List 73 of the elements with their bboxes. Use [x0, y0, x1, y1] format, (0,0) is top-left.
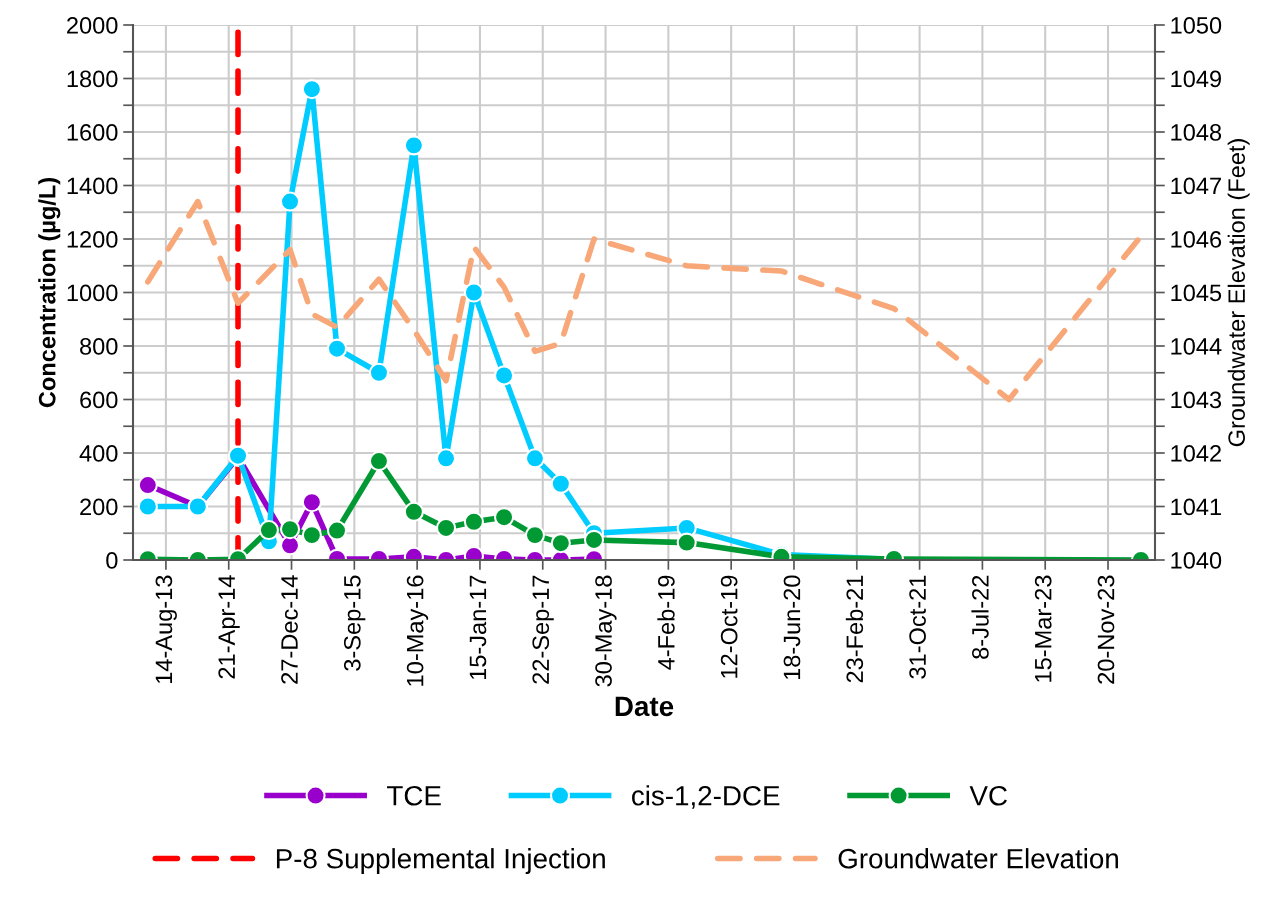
x-tick-label: 4-Feb-19 [657, 575, 675, 670]
point [279, 519, 301, 540]
x-tick-label: 20-Nov-23 [1097, 575, 1115, 684]
legend-label: TCE [387, 785, 441, 806]
x-tick-label: 14-Aug-13 [155, 575, 177, 684]
point [326, 520, 348, 541]
y-tick-label: 1800 [67, 70, 118, 88]
legend-label: VC [969, 785, 1007, 806]
point [435, 517, 457, 538]
y-tick-label: 200 [80, 498, 118, 516]
y2-axis-title: Groundwater Elevation (Feet) [1227, 139, 1250, 447]
y2-tick-label: 1044 [1171, 338, 1222, 355]
point [301, 79, 322, 100]
y2-tick-label: 1046 [1171, 231, 1222, 248]
point [435, 448, 457, 469]
x-tick-label: 31-Oct-21 [909, 575, 926, 679]
y-tick-label: 2000 [67, 17, 118, 34]
point [326, 338, 348, 359]
x-tick-label: 10-May-16 [406, 575, 429, 686]
point [463, 511, 484, 532]
y2-tick-label: 1049 [1171, 70, 1221, 88]
legend-label: P-8 Supplemental Injection [276, 848, 605, 874]
y-tick-label: 600 [80, 391, 118, 409]
y2-tick-label: 1050 [1171, 17, 1222, 34]
y-tick-label: 1200 [67, 231, 118, 248]
x-tick-label: 15-Mar-23 [1034, 575, 1052, 682]
point [279, 191, 301, 212]
legend-label: cis-1,2-DCE [632, 785, 780, 809]
x-tick-label: 3-Sep-15 [343, 575, 366, 671]
point [463, 282, 484, 303]
y-tick-label: 1600 [67, 124, 118, 141]
y2-tick-label: 1042 [1171, 445, 1221, 462]
point [676, 532, 697, 553]
legend-label: Groundwater Elevation [838, 848, 1118, 869]
point [368, 362, 390, 383]
x-tick-label: 30-May-18 [595, 575, 617, 687]
y-axis-title: Concentration (µg/L) [38, 178, 61, 408]
y2-tick-label: 1045 [1171, 284, 1222, 302]
x-tick-label: 15-Jan-17 [469, 575, 487, 680]
point [550, 473, 571, 494]
x-tick-label: 12-Oct-19 [720, 575, 738, 678]
y-tick-label: 1000 [67, 284, 118, 302]
x-axis-title: Date [615, 696, 674, 717]
point [301, 492, 322, 513]
x-tick-label: 8-Jul-22 [971, 575, 989, 659]
y2-tick-label: 1043 [1171, 391, 1222, 409]
point [524, 525, 546, 546]
point [258, 519, 279, 541]
x-tick-label: 18-Jun-20 [783, 575, 801, 680]
x-tick-label: 22-Sep-17 [532, 575, 554, 684]
y-tick-label: 1400 [67, 177, 118, 195]
point [137, 496, 158, 517]
point [137, 475, 158, 496]
point [494, 507, 515, 528]
x-tick-label: 21-Apr-14 [218, 575, 240, 679]
y2-tick-label: 1041 [1171, 498, 1221, 516]
point [403, 135, 424, 156]
point [301, 525, 322, 546]
y2-tick-label: 1048 [1171, 124, 1222, 141]
y-tick-label: 800 [80, 338, 118, 355]
point [279, 535, 301, 556]
y-tick-label: 400 [79, 445, 118, 462]
y2-tick-label: 1040 [1171, 552, 1222, 569]
point [403, 501, 424, 522]
point [524, 448, 546, 469]
point [550, 533, 571, 554]
y-tick-label: 0 [106, 552, 118, 569]
point [583, 529, 605, 551]
point [368, 450, 390, 472]
y2-tick-label: 1047 [1171, 177, 1221, 195]
point [494, 365, 515, 386]
x-tick-label: 23-Feb-21 [845, 575, 864, 683]
x-tick-label: 27-Dec-14 [281, 575, 298, 684]
